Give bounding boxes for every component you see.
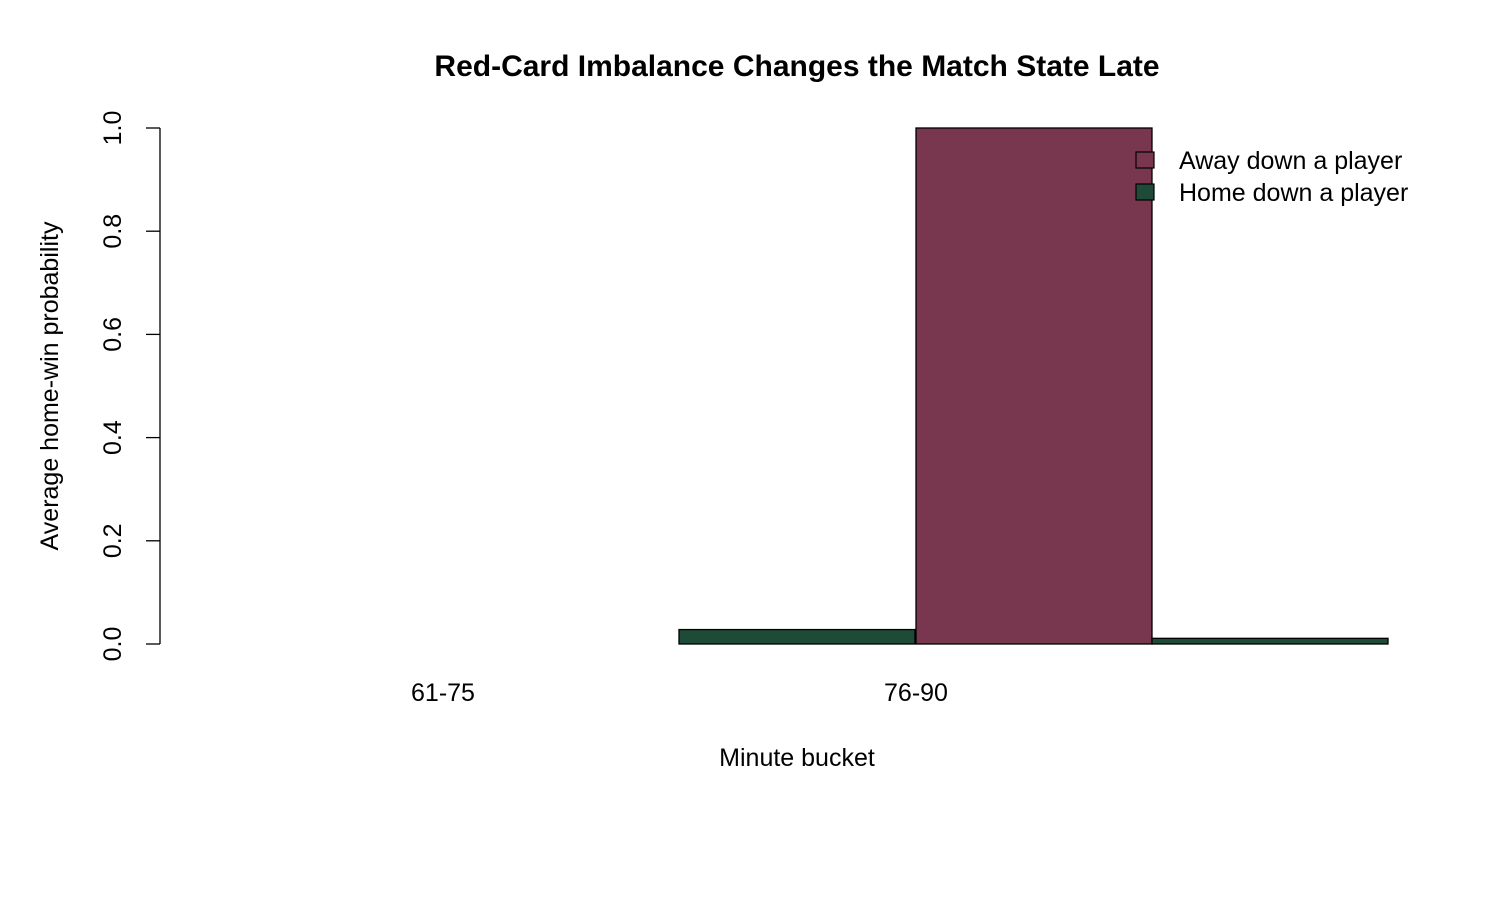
- bar-away-76-90: [915, 127, 1153, 645]
- y-tick-label: 0.0: [99, 627, 127, 662]
- x-tick-label: 76-90: [884, 679, 948, 707]
- legend-swatch: [1135, 183, 1155, 201]
- bars: [678, 127, 1389, 645]
- y-axis-title: Average home-win probability: [36, 221, 64, 550]
- chart-title: Red-Card Imbalance Changes the Match Sta…: [434, 50, 1159, 83]
- bar-home-61-75: [678, 628, 916, 645]
- legend-swatch: [1135, 151, 1155, 169]
- y-tick-label: 0.2: [99, 523, 127, 558]
- y-tick-label: 0.6: [99, 317, 127, 352]
- x-axis-labels: 61-75 76-90: [411, 679, 948, 707]
- x-tick-label: 61-75: [411, 679, 475, 707]
- y-axis: 0.0 0.2 0.4 0.6 0.8 1.0: [99, 111, 161, 662]
- legend-label: Home down a player: [1179, 179, 1408, 207]
- y-tick-label: 0.4: [99, 420, 127, 455]
- x-axis-title: Minute bucket: [719, 744, 875, 772]
- y-tick-label: 0.8: [99, 214, 127, 249]
- y-tick-label: 1.0: [99, 111, 127, 146]
- legend-label: Away down a player: [1179, 147, 1402, 175]
- bar-home-76-90: [1151, 637, 1389, 645]
- legend: Away down a player Home down a player: [1135, 147, 1408, 207]
